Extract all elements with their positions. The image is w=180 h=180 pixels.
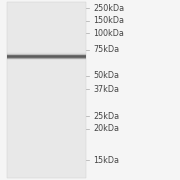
Bar [7,57,86,58]
Bar [57,2,61,178]
Bar [53,2,57,178]
Bar [20,2,24,178]
Bar [7,58,86,59]
Text: 37kDa: 37kDa [94,85,120,94]
Bar [7,2,11,178]
Bar [7,54,86,55]
Bar [28,2,32,178]
Text: 25kDa: 25kDa [94,112,120,121]
Text: 250kDa: 250kDa [94,4,125,13]
Bar [7,53,86,54]
Bar [70,2,74,178]
Bar [40,2,44,178]
Bar [61,2,65,178]
Text: 150kDa: 150kDa [94,16,125,25]
Bar [82,2,86,178]
Bar [7,53,86,54]
Bar [36,2,40,178]
Bar [78,2,82,178]
Bar [7,58,86,59]
Text: 50kDa: 50kDa [94,71,120,80]
Bar [7,56,86,57]
Bar [7,2,86,178]
Bar [7,59,86,60]
Text: 15kDa: 15kDa [94,156,120,165]
Bar [7,57,86,58]
Bar [86,2,90,178]
Bar [49,2,53,178]
Bar [66,2,69,178]
Text: 20kDa: 20kDa [94,124,120,133]
Bar [45,2,49,178]
Text: 100kDa: 100kDa [94,29,125,38]
Bar [7,55,86,56]
Bar [15,2,19,178]
Bar [32,2,36,178]
Bar [7,54,86,55]
Bar [7,56,86,57]
Bar [11,2,15,178]
Text: 75kDa: 75kDa [94,45,120,54]
Bar [74,2,78,178]
Bar [24,2,28,178]
